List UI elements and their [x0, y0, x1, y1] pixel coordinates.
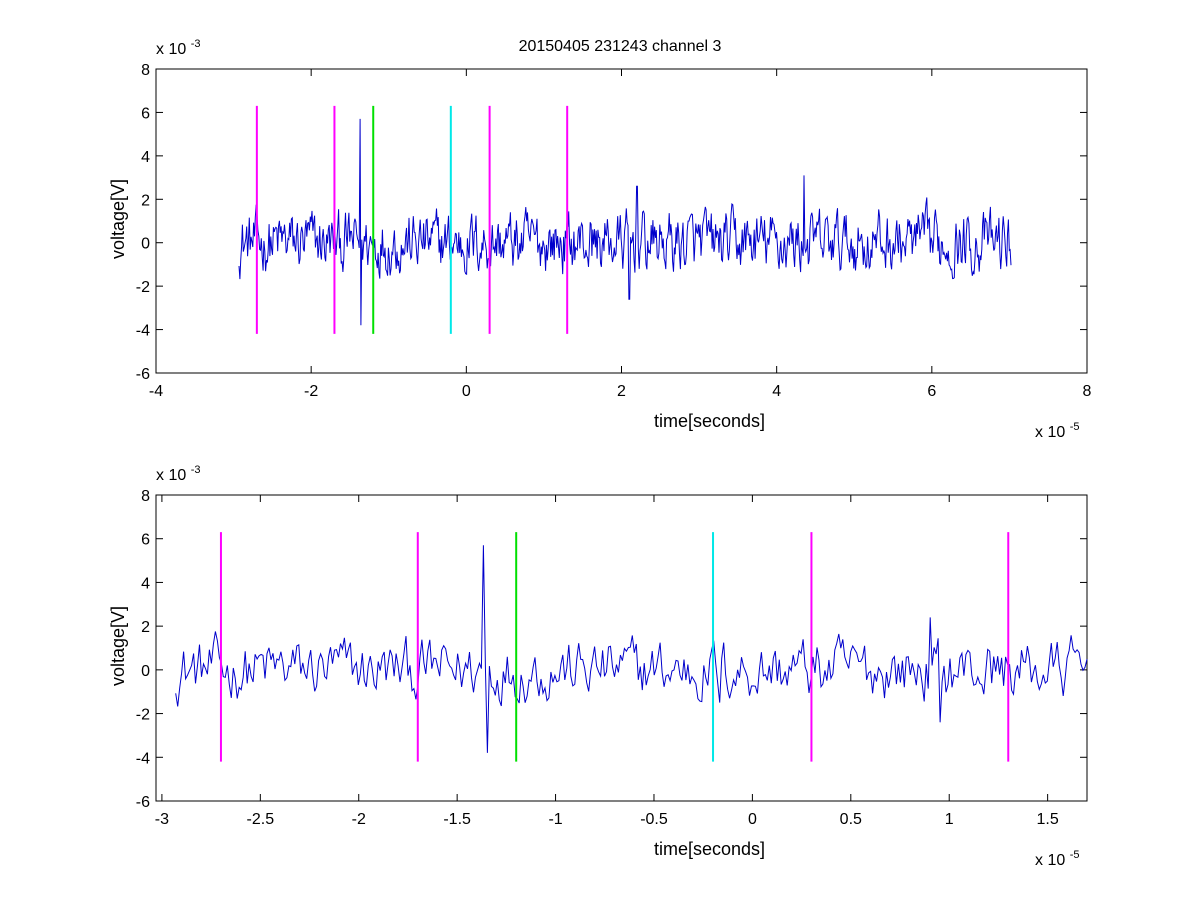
plot1-y-axis-label: voltage[V]	[108, 179, 128, 259]
plot1-y-tick-label: 0	[141, 236, 150, 253]
plot2-x-tick-label: 0.5	[840, 811, 862, 828]
plot1-y-tick-label: -2	[136, 279, 150, 296]
plot2-x-tick-label: -0.5	[640, 811, 668, 828]
plot1-y-exponent: -3	[191, 38, 201, 50]
plot2-x-exponent-label: x 10 -5	[1035, 849, 1079, 869]
plot2-y-tick-label: 4	[141, 575, 150, 592]
plot1-x-exponent: -5	[1070, 421, 1080, 433]
plot2-y-axis-label: voltage[V]	[108, 606, 128, 686]
plot2-y-exponent: -3	[191, 464, 201, 476]
plot1-x-tick-label: 2	[617, 383, 626, 400]
plot1-x-tick-label: -4	[149, 383, 163, 400]
plot1-y-tick-label: 4	[141, 149, 150, 166]
plot1-y-tick-label: 6	[141, 105, 150, 122]
plot2-x-exponent: -5	[1070, 849, 1080, 861]
plot1-signal-line	[238, 118, 1012, 326]
plot1-x-tick-label: 0	[462, 383, 471, 400]
plot1-x-tick-label: -2	[304, 383, 318, 400]
plot2-x-axis-label: time[seconds]	[654, 839, 765, 859]
plot2-x-tick-label: -2	[352, 811, 366, 828]
plot1-x-tick-label: 6	[927, 383, 936, 400]
plot1-y-exponent-label: x 10 -3	[156, 38, 200, 58]
plot2-y-tick-label: 0	[141, 663, 150, 680]
plot1-x-axis-label: time[seconds]	[654, 411, 765, 431]
plot1-x-exponent-label: x 10 -5	[1035, 421, 1079, 441]
plot2-y-tick-label: -2	[136, 707, 150, 724]
plot1-y-tick-label: -6	[136, 366, 150, 383]
plot2-y-tick-label: 6	[141, 532, 150, 549]
plot2-x-tick-label: 1.5	[1037, 811, 1059, 828]
plot2-y-tick-label: -6	[136, 794, 150, 811]
plot1-y-tick-label: 8	[141, 62, 150, 79]
plot1-y-tick-label: -4	[136, 323, 150, 340]
plot1-y-tick-label: 2	[141, 192, 150, 209]
plot2-x-tick-label: -3	[155, 811, 169, 828]
plot2-x-tick-label: -2.5	[247, 811, 275, 828]
plot2-axes-box	[155, 494, 1088, 802]
plot2-x-tick-label: 0	[748, 811, 757, 828]
figure-title: 20150405 231243 channel 3	[519, 38, 722, 55]
plot2-y-tick-label: 8	[141, 488, 150, 505]
plot2-y-tick-label: 2	[141, 619, 150, 636]
plot2-signal-line	[175, 545, 1088, 753]
plot2-x-tick-label: -1.5	[443, 811, 471, 828]
plot2-x-tick-label: 1	[945, 811, 954, 828]
plot2-y-exponent-label: x 10 -3	[156, 464, 200, 484]
plot1-x-tick-label: 4	[772, 383, 781, 400]
plot2-x-tick-label: -1	[548, 811, 562, 828]
plot1-x-tick-label: 8	[1083, 383, 1092, 400]
plot1-axes-box	[155, 68, 1088, 374]
plot2-y-tick-label: -4	[136, 750, 150, 767]
